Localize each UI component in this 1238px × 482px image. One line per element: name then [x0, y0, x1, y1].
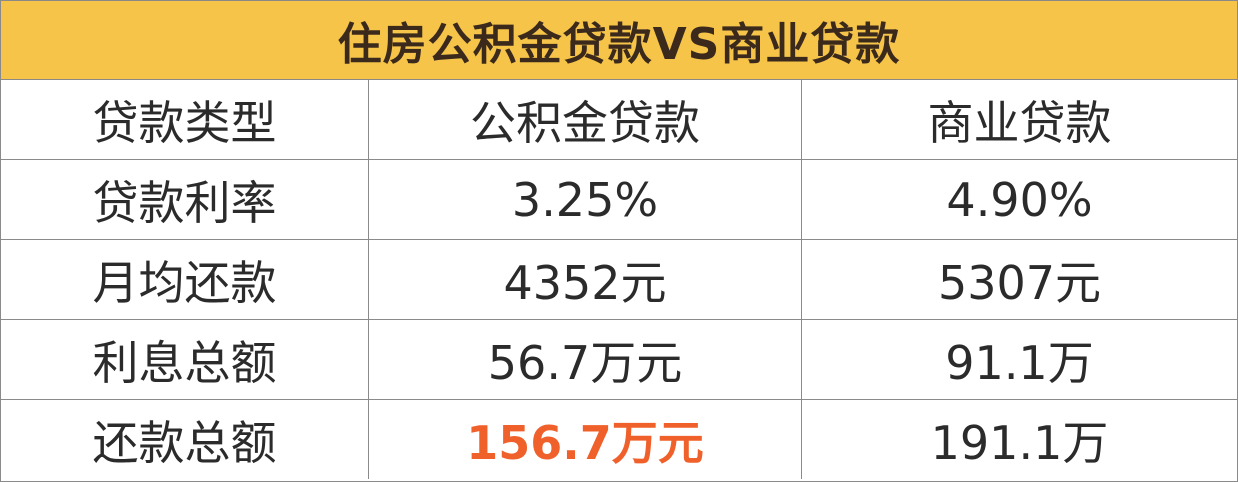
row: 月均还款 4352元 5307元 [1, 239, 1237, 320]
row: 贷款利率 3.25% 4.90% [1, 159, 1237, 240]
header-cell: 贷款类型 [1, 80, 369, 160]
comparison-table: 贷款类型 公积金贷款 商业贷款 贷款利率 3.25% 4.90% 月均还款 43… [1, 80, 1237, 479]
cell: 191.1万 [801, 399, 1237, 479]
cell: 4352元 [368, 239, 802, 320]
header-cell: 商业贷款 [801, 80, 1237, 160]
row: 还款总额 156.7万元 191.1万 [1, 399, 1237, 479]
row-label: 月均还款 [1, 239, 369, 320]
header-cell: 公积金贷款 [368, 80, 802, 160]
cell: 3.25% [368, 159, 802, 240]
row-label: 还款总额 [1, 399, 369, 479]
title: 住房公积金贷款VS商业贷款 [1, 1, 1237, 80]
header-row: 贷款类型 公积金贷款 商业贷款 [1, 80, 1237, 160]
cell: 91.1万 [801, 319, 1237, 400]
cell: 5307元 [801, 239, 1237, 320]
cell: 56.7万元 [368, 319, 802, 400]
row: 利息总额 56.7万元 91.1万 [1, 319, 1237, 400]
row-label: 利息总额 [1, 319, 369, 400]
cell: 4.90% [801, 159, 1237, 240]
highlight-cell: 156.7万元 [368, 399, 802, 479]
row-label: 贷款利率 [1, 159, 369, 240]
